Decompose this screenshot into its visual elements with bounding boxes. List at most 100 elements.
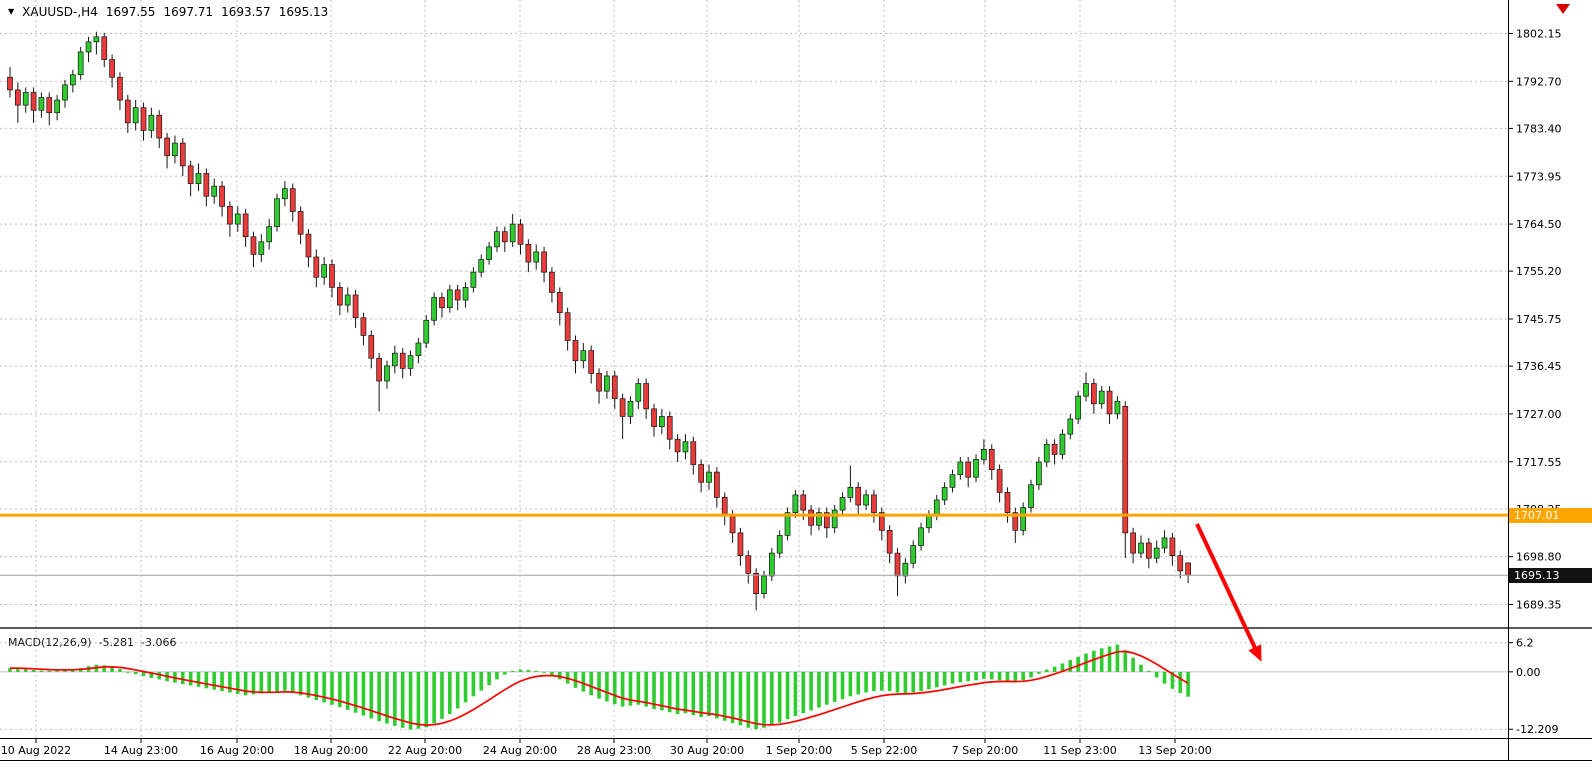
bear-candle (7, 76, 13, 91)
bull-candle (706, 471, 712, 483)
bear-candle (1177, 555, 1184, 572)
bull-candle (902, 562, 909, 577)
bull-candle (274, 198, 280, 227)
bull-candle (266, 226, 273, 243)
macd-bar (235, 671, 240, 694)
bull-candle (831, 509, 838, 529)
macd-bar (911, 671, 916, 693)
macd-bar (927, 671, 931, 690)
bear-candle (352, 294, 359, 319)
macd-bar (424, 671, 429, 728)
time-axis-label: 30 Aug 20:00 (670, 744, 744, 757)
bear-candle (1051, 443, 1058, 455)
bear-candle (886, 529, 893, 554)
macd-bar (393, 671, 397, 726)
macd-bar (934, 671, 939, 688)
macd-bar (1021, 671, 1025, 681)
macd-bar (997, 671, 1002, 681)
bear-candle (337, 287, 343, 306)
macd-bar (110, 666, 114, 672)
bear-candle (666, 416, 673, 440)
macd-bar (196, 671, 201, 687)
macd-bar (243, 671, 248, 696)
time-axis-label: 11 Sep 23:00 (1043, 744, 1116, 757)
macd-bar (440, 671, 444, 719)
chart-shift-marker-icon[interactable] (1556, 4, 1570, 14)
bull-candle (981, 448, 987, 460)
macd-bar (817, 671, 821, 708)
bull-candle (635, 383, 642, 402)
bull-candle (1153, 547, 1160, 559)
bull-candle (69, 74, 76, 86)
bull-candle (1083, 383, 1089, 397)
macd-bar (71, 669, 75, 672)
bear-candle (156, 114, 163, 139)
macd-bar (1154, 671, 1159, 678)
macd-bar (754, 671, 758, 730)
macd-bar (1044, 669, 1049, 672)
ohlc-close-value: 1695.13 (278, 5, 329, 19)
macd-bar (102, 665, 107, 672)
time-axis-label: 28 Aug 23:00 (577, 744, 651, 757)
bull-candle (604, 375, 610, 392)
bull-candle (1067, 418, 1074, 435)
macd-bar (306, 671, 311, 698)
macd-bar (628, 671, 633, 706)
macd-bar (777, 671, 782, 723)
bull-candle (816, 512, 822, 526)
macd-bar (39, 670, 44, 672)
macd-bar (141, 671, 146, 677)
price-scale: 1802.15 1792.70 1783.40 1773.95 1764.50 1755.… (1508, 28, 1562, 612)
macd-bar (188, 671, 193, 686)
macd-bar (126, 671, 130, 673)
macd-bar (432, 671, 436, 724)
macd-bar (1139, 664, 1143, 672)
macd-bar (974, 671, 978, 681)
macd-bar (133, 671, 138, 675)
macd-bar (479, 671, 484, 691)
bear-candle (541, 251, 547, 273)
macd-bar (23, 669, 28, 672)
bull-candle (580, 350, 587, 362)
macd-bar (369, 671, 374, 719)
macd-bar (1115, 644, 1120, 672)
macd-bar (1092, 650, 1096, 672)
bull-candle (415, 342, 422, 357)
bull-candle (776, 535, 783, 554)
macd-bar (345, 671, 350, 710)
bear-candle (808, 509, 814, 526)
macd-bar (220, 671, 224, 692)
bear-candle (219, 185, 225, 207)
macd-bar (612, 671, 617, 705)
price-axis-label: 1792.70 (1516, 75, 1562, 88)
bull-candle (918, 527, 924, 546)
bull-candle (1020, 507, 1027, 531)
bear-candle (996, 469, 1003, 493)
macd-bar (290, 671, 295, 693)
macd-bar (487, 671, 491, 685)
bear-candle (611, 375, 618, 400)
macd-bar (204, 671, 209, 689)
macd-bar (1123, 650, 1128, 672)
chart-header: ▼ XAUUSD-,H4 1697.55 1697.71 1693.57 169… (8, 5, 328, 19)
bull-candle (494, 231, 500, 248)
bear-candle (203, 173, 210, 197)
bull-candle (1028, 484, 1034, 508)
bear-candle (140, 107, 147, 131)
macd-bar (722, 671, 727, 721)
macd-bar (251, 671, 256, 695)
bull-candle (195, 173, 202, 184)
grid-layer (0, 0, 1508, 738)
bull-candle (344, 294, 351, 306)
bull-candle (1036, 461, 1042, 486)
time-axis-label: 24 Aug 20:00 (483, 744, 557, 757)
bull-candle (234, 213, 241, 225)
bear-candle (517, 223, 524, 245)
macd-bar (982, 671, 986, 679)
chevron-down-icon[interactable]: ▼ (8, 7, 15, 16)
bull-candle (446, 289, 453, 308)
macd-bar (526, 669, 531, 672)
macd-bar (408, 671, 413, 730)
trend-arrow[interactable] (1195, 523, 1262, 662)
